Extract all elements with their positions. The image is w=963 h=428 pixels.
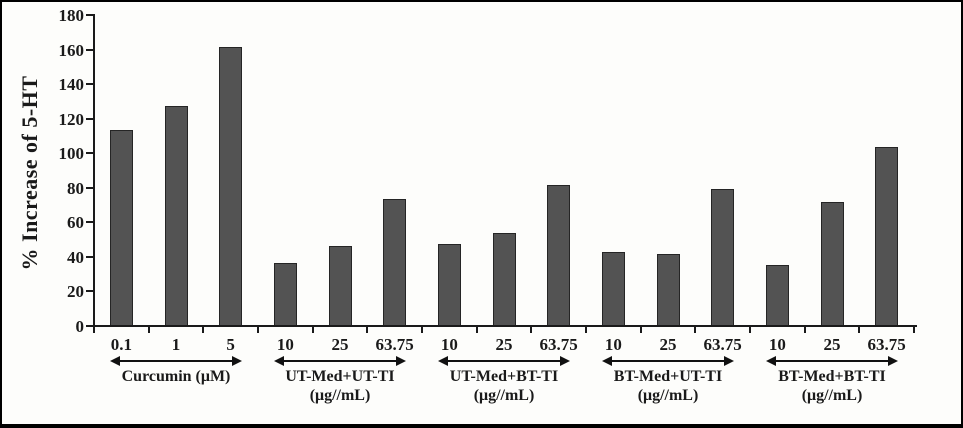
y-axis-title: % Increase of 5-HT — [17, 75, 42, 271]
x-category-label: 63.75 — [867, 335, 906, 354]
x-axis-tick — [530, 327, 533, 333]
bar-Curcumin-M--0.1 — [109, 129, 133, 325]
x-category-label: 0.1 — [110, 335, 132, 354]
group-unit-label: (μg//mL) — [309, 387, 371, 404]
y-axis-tick — [86, 325, 93, 327]
x-category-label: 63.75 — [375, 335, 414, 354]
x-category-label: 25 — [495, 335, 513, 354]
group-range-arrow — [766, 356, 898, 366]
x-axis-tick — [803, 327, 806, 333]
y-axis-tick — [86, 48, 93, 51]
y-axis-tick-label: 80 — [67, 178, 84, 198]
x-axis-tick — [694, 327, 697, 333]
group-range-arrow — [274, 356, 406, 366]
x-axis-tick — [475, 327, 478, 333]
bar-BT-Med-BT-TI-63.75 — [875, 147, 899, 325]
group-range-arrow — [438, 356, 570, 366]
x-axis-tick — [639, 327, 642, 333]
y-axis-tick — [86, 186, 93, 189]
x-axis-tick — [913, 327, 915, 333]
x-axis-tick — [749, 327, 751, 333]
y-axis-tick-label: 100 — [58, 144, 85, 164]
bar-BT-Med-BT-TI-25 — [820, 202, 844, 325]
x-category-label: 63.75 — [703, 335, 742, 354]
y-axis-tick-label: 40 — [67, 247, 84, 267]
y-axis-tick — [86, 290, 93, 293]
x-category-label: 25 — [331, 335, 349, 354]
x-axis-tick — [311, 327, 314, 333]
group-label: Curcumin (μM) — [121, 368, 231, 385]
x-axis-tick — [147, 327, 150, 333]
y-axis-line — [93, 14, 95, 327]
group-unit-label: (μg//mL) — [473, 387, 535, 404]
group-label: UT-Med+UT-TI — [285, 368, 395, 385]
group-unit-label: (μg//mL) — [637, 387, 699, 404]
bar-BT-Med-BT-TI-10 — [765, 264, 789, 325]
y-axis-tick-label: 60 — [67, 213, 84, 233]
bar-Curcumin-M--1 — [164, 105, 188, 325]
x-axis-tick — [858, 327, 861, 333]
group-range-arrow — [110, 356, 242, 366]
bar-Curcumin-M--5 — [219, 46, 243, 325]
bar-UT-Med-UT-TI-25 — [328, 245, 352, 325]
x-axis-tick — [421, 327, 423, 333]
bar-BT-Med-UT-TI-63.75 — [711, 188, 735, 325]
bar-UT-Med-UT-TI-63.75 — [383, 198, 407, 325]
y-axis-tick-label: 20 — [67, 282, 84, 302]
bar-BT-Med-UT-TI-10 — [601, 252, 625, 325]
x-category-label: 10 — [276, 335, 294, 354]
group-label: UT-Med+BT-TI — [449, 368, 559, 385]
y-axis-tick-label: 0 — [75, 317, 85, 336]
y-axis-tick-label: 120 — [58, 109, 85, 129]
x-category-label: 25 — [659, 335, 677, 354]
group-range-arrow — [602, 356, 734, 366]
y-axis-tick — [86, 152, 93, 155]
x-axis-tick — [93, 327, 95, 333]
y-axis-tick-label: 160 — [58, 40, 85, 60]
y-axis-tick-label: 140 — [58, 75, 85, 95]
y-axis-tick — [86, 117, 93, 120]
y-axis-tick — [86, 14, 93, 16]
x-category-label: 1 — [171, 335, 181, 354]
bar-UT-Med-BT-TI-63.75 — [547, 185, 571, 325]
x-category-label: 25 — [823, 335, 841, 354]
x-category-label: 10 — [768, 335, 786, 354]
x-axis-tick — [366, 327, 369, 333]
x-category-label: 10 — [604, 335, 622, 354]
x-axis-tick — [585, 327, 587, 333]
group-label: BT-Med+BT-TI — [778, 368, 886, 385]
x-category-label: 10 — [440, 335, 458, 354]
x-category-label: 63.75 — [539, 335, 578, 354]
y-axis-tick-label: 180 — [58, 6, 85, 25]
bar-BT-Med-UT-TI-25 — [656, 254, 680, 325]
bar-UT-Med-BT-TI-10 — [437, 243, 461, 325]
x-axis-line — [93, 325, 917, 327]
group-unit-label: (μg//mL) — [801, 387, 863, 404]
y-axis-tick — [86, 255, 93, 258]
x-axis-tick — [257, 327, 259, 333]
y-axis-tick — [86, 221, 93, 224]
x-axis-tick — [202, 327, 205, 333]
y-axis-tick — [86, 83, 93, 86]
group-label: BT-Med+UT-TI — [613, 368, 723, 385]
bar-UT-Med-UT-TI-10 — [273, 262, 297, 325]
bar-UT-Med-BT-TI-25 — [492, 233, 516, 325]
x-category-label: 5 — [226, 335, 235, 354]
